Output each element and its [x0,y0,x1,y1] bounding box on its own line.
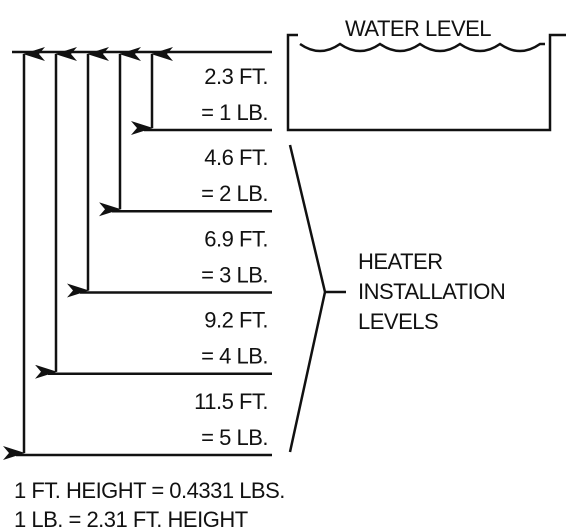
level-pressure: = 3 LB. [201,262,268,287]
water-level-label: WATER LEVEL [345,16,491,41]
level-feet: 6.9 FT. [204,226,268,251]
level-pressure: = 1 LB. [201,100,268,125]
brace-label: HEATER INSTALLATION LEVELS [358,249,506,334]
brace [288,144,346,453]
level-feet: 11.5 FT. [194,389,268,414]
level-feet: 2.3 FT. [204,64,268,89]
footer-line: 1 FT. HEIGHT = 0.4331 LBS. [14,478,285,503]
brace-label-line: INSTALLATION [358,279,505,304]
level-pressure: = 4 LB. [201,344,268,369]
brace-label-line: HEATER [358,249,443,274]
footer-line: 1 LB. = 2.31 FT. HEIGHT [14,507,248,532]
level-feet: 4.6 FT. [204,145,268,170]
footer: 1 FT. HEIGHT = 0.4331 LBS. 1 LB. = 2.31 F… [14,478,285,532]
level-pressure: = 5 LB. [201,425,268,450]
level-feet: 9.2 FT. [204,308,268,333]
water-surface [299,42,545,53]
tank [286,33,566,132]
brace-label-line: LEVELS [358,309,438,334]
level-pressure: = 2 LB. [201,181,268,206]
levels: 2.3 FT. = 1 LB. 4.6 FT. = 2 LB. 6.9 FT. = 3 L… [3,47,272,460]
